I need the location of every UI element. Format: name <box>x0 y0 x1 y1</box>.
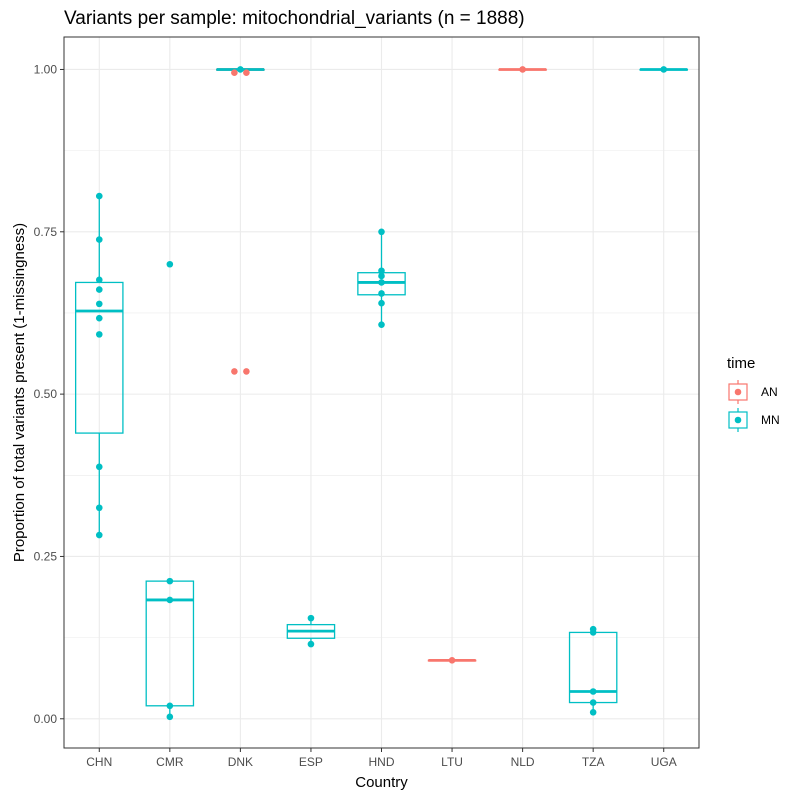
x-tick-label: UGA <box>651 755 677 769</box>
x-tick-label: LTU <box>441 755 463 769</box>
data-point-mn <box>95 531 103 539</box>
x-tick-label: TZA <box>582 755 605 769</box>
y-tick-label: 1.00 <box>34 62 58 76</box>
data-point-mn <box>378 272 385 280</box>
x-tick-label: HND <box>369 755 395 769</box>
data-point-mn <box>589 629 597 636</box>
data-point-mn <box>378 290 385 297</box>
x-tick-label: CMR <box>156 755 184 769</box>
data-point-mn <box>95 276 103 284</box>
data-point-mn <box>660 66 668 73</box>
data-point-mn <box>378 267 385 275</box>
data-point-mn <box>166 702 174 710</box>
data-point-mn <box>95 314 103 322</box>
x-tick-label: ESP <box>299 755 323 769</box>
legend-key-point <box>734 388 742 396</box>
data-point-mn <box>95 236 103 243</box>
x-tick-label: CHN <box>86 755 112 769</box>
data-point-mn <box>378 279 385 286</box>
data-point-an <box>231 69 238 77</box>
data-point-an <box>231 368 238 375</box>
x-axis-title: Country <box>355 774 408 791</box>
legend-key-box <box>728 383 748 401</box>
data-point-mn <box>95 300 103 308</box>
data-point-an <box>243 69 250 77</box>
y-tick-label: 0.50 <box>34 387 58 401</box>
x-tick-label: DNK <box>228 755 253 769</box>
legend-key-mn <box>728 408 748 432</box>
data-point-mn <box>307 614 315 622</box>
y-tick-label: 0.75 <box>34 225 58 239</box>
data-point-mn <box>95 192 103 200</box>
gridlines <box>64 37 699 748</box>
legend-key-an <box>728 380 748 404</box>
x-tick-label: NLD <box>511 755 535 769</box>
data-point-mn <box>95 286 103 293</box>
box-mn-esp <box>286 618 336 645</box>
chart-title: Variants per sample: mitochondrial_varia… <box>64 8 525 29</box>
data-point-an <box>243 368 250 375</box>
legend: time AN MN <box>727 355 780 432</box>
data-point-mn <box>95 463 103 471</box>
data-point-mn <box>589 708 597 716</box>
data-point-mn <box>95 331 103 338</box>
data-points <box>95 66 668 721</box>
data-point-mn <box>589 688 597 695</box>
y-tick-label: 0.00 <box>34 712 58 726</box>
legend-key-box <box>728 411 748 429</box>
legend-title: time <box>727 355 755 372</box>
data-point-mn <box>166 577 174 585</box>
data-point-mn <box>237 66 244 73</box>
data-point-mn <box>166 260 174 268</box>
data-point-an <box>448 657 456 664</box>
data-point-mn <box>307 640 315 648</box>
data-point-mn <box>166 713 174 721</box>
legend-label: AN <box>761 385 778 399</box>
data-point-mn <box>589 699 597 706</box>
y-tick-label: 0.25 <box>34 549 58 563</box>
legend-label: MN <box>761 413 780 427</box>
data-point-mn <box>378 321 385 328</box>
data-point-mn <box>378 228 385 236</box>
data-point-mn <box>95 504 103 512</box>
y-axis-title: Proportion of total variants present (1-… <box>11 223 28 562</box>
data-point-an <box>519 66 526 73</box>
legend-key-point <box>734 416 742 424</box>
data-point-mn <box>378 299 385 307</box>
axes: 0.00 0.25 0.50 0.75 1.00 CHN CMR DNK ESP HND LTU NL… <box>34 62 677 769</box>
box-mn-chn <box>74 196 124 536</box>
data-point-mn <box>166 596 174 604</box>
